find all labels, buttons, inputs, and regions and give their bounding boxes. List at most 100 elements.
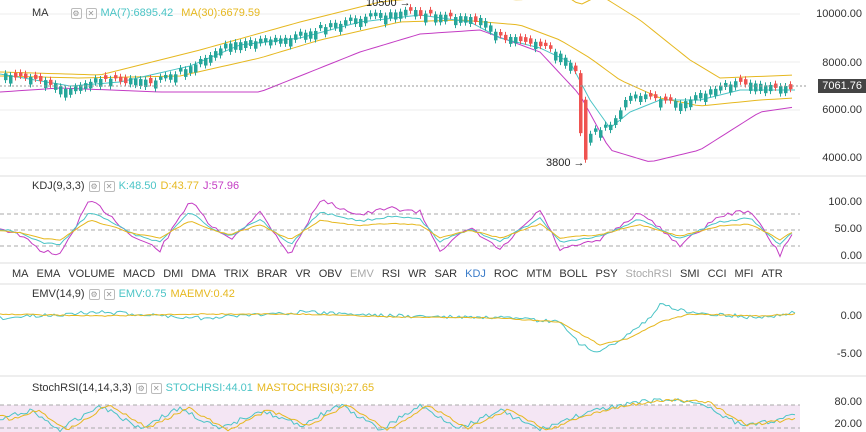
tab-psy[interactable]: PSY — [595, 268, 618, 280]
tab-cci[interactable]: CCI — [707, 268, 727, 280]
close-icon[interactable]: ✕ — [103, 288, 115, 300]
tab-rsi[interactable]: RSI — [381, 268, 401, 280]
settings-icon[interactable]: ⚙ — [70, 7, 82, 19]
current-price-label: 7061.76 — [818, 79, 866, 93]
candle — [349, 17, 353, 21]
tab-emv[interactable]: EMV — [349, 268, 374, 280]
maemv-value: MAEMV:0.42 — [170, 288, 235, 300]
candle — [264, 38, 268, 43]
candle — [44, 80, 48, 88]
candle — [49, 79, 53, 85]
candle — [604, 124, 608, 128]
candle — [319, 24, 323, 29]
tab-obv[interactable]: OBV — [318, 268, 342, 280]
candle — [99, 78, 103, 87]
candle — [684, 101, 688, 109]
close-icon[interactable]: ✕ — [150, 382, 162, 394]
kdj-legend: KDJ(9,3,3) ⚙ ✕ K:48.50 D:43.77 J:57.96 — [0, 178, 239, 194]
candle — [529, 38, 533, 44]
kdj-j-value: J:57.96 — [203, 180, 240, 192]
candle — [484, 21, 488, 28]
ma30-value: MA(30):6679.59 — [181, 7, 261, 19]
candle — [64, 88, 68, 98]
candle — [734, 81, 738, 88]
candle — [479, 17, 483, 26]
tab-ma[interactable]: MA — [12, 268, 29, 280]
tab-dmi[interactable]: DMI — [163, 268, 184, 280]
candle — [704, 93, 708, 102]
candle — [219, 48, 223, 56]
candle — [719, 85, 723, 91]
candle — [269, 39, 273, 46]
candle — [19, 72, 23, 77]
tab-smi[interactable]: SMI — [680, 268, 700, 280]
candle — [229, 43, 233, 52]
candle — [164, 74, 168, 79]
candle — [329, 23, 333, 28]
tab-ema[interactable]: EMA — [36, 268, 61, 280]
tab-mtm[interactable]: MTM — [526, 268, 552, 280]
candle — [419, 10, 423, 16]
candle — [324, 27, 328, 35]
candle — [199, 58, 203, 65]
candle — [214, 51, 218, 58]
candle — [244, 41, 248, 48]
tab-dma[interactable]: DMA — [191, 268, 216, 280]
candle — [624, 99, 628, 108]
candle — [384, 15, 388, 25]
candle — [189, 66, 193, 73]
stochrsi-indicator-name: StochRSI(14,14,3,3) — [32, 382, 132, 394]
candle — [559, 53, 563, 63]
candle — [659, 99, 663, 108]
candle — [669, 97, 673, 101]
candle — [694, 95, 698, 101]
candle — [389, 12, 393, 19]
tab-wr[interactable]: WR — [408, 268, 427, 280]
candle — [444, 14, 448, 22]
yaxis-label: 80.00 — [834, 396, 862, 408]
tab-sar[interactable]: SAR — [434, 268, 458, 280]
candle — [104, 75, 108, 79]
yaxis-label: 10000.00 — [816, 8, 862, 20]
tab-vr[interactable]: VR — [295, 268, 311, 280]
tab-volume[interactable]: VOLUME — [68, 268, 115, 280]
tab-stochrsi[interactable]: StochRSI — [625, 268, 673, 280]
candle — [379, 13, 383, 18]
tab-atr[interactable]: ATR — [761, 268, 783, 280]
yaxis-label: 50.00 — [834, 223, 862, 235]
candle — [289, 38, 293, 47]
candle — [664, 96, 668, 101]
tab-boll[interactable]: BOLL — [559, 268, 588, 280]
candle — [304, 32, 308, 40]
candle — [509, 36, 513, 44]
close-icon[interactable]: ✕ — [103, 180, 115, 192]
candle — [314, 30, 318, 40]
settings-icon[interactable]: ⚙ — [135, 382, 147, 394]
settings-icon[interactable]: ⚙ — [88, 288, 100, 300]
candle — [454, 17, 458, 26]
tab-kdj[interactable]: KDJ — [465, 268, 486, 280]
indicator-tabs: MA EMA VOLUME MACD DMI DMA TRIX BRAR VR … — [0, 265, 800, 283]
settings-icon[interactable]: ⚙ — [88, 180, 100, 192]
candle — [784, 85, 788, 94]
candle — [699, 92, 703, 99]
candle — [789, 84, 793, 90]
candle — [294, 34, 298, 40]
candle — [594, 128, 598, 132]
yaxis-label: 100.00 — [828, 196, 862, 208]
tab-brar[interactable]: BRAR — [256, 268, 288, 280]
tab-mfi[interactable]: MFI — [734, 268, 754, 280]
candle — [489, 25, 493, 32]
kdj-indicator-name: KDJ(9,3,3) — [32, 180, 85, 192]
close-icon[interactable]: ✕ — [85, 7, 97, 19]
tab-roc[interactable]: ROC — [493, 268, 519, 280]
tab-macd[interactable]: MACD — [122, 268, 156, 280]
stochrsi-legend: StochRSI(14,14,3,3) ⚙ ✕ STOCHRSI:44.01 M… — [0, 380, 374, 396]
candle — [39, 76, 43, 81]
tab-trix[interactable]: TRIX — [223, 268, 249, 280]
candle — [554, 51, 558, 61]
candle — [564, 57, 568, 66]
emv-line — [0, 303, 796, 353]
candle — [69, 88, 73, 95]
